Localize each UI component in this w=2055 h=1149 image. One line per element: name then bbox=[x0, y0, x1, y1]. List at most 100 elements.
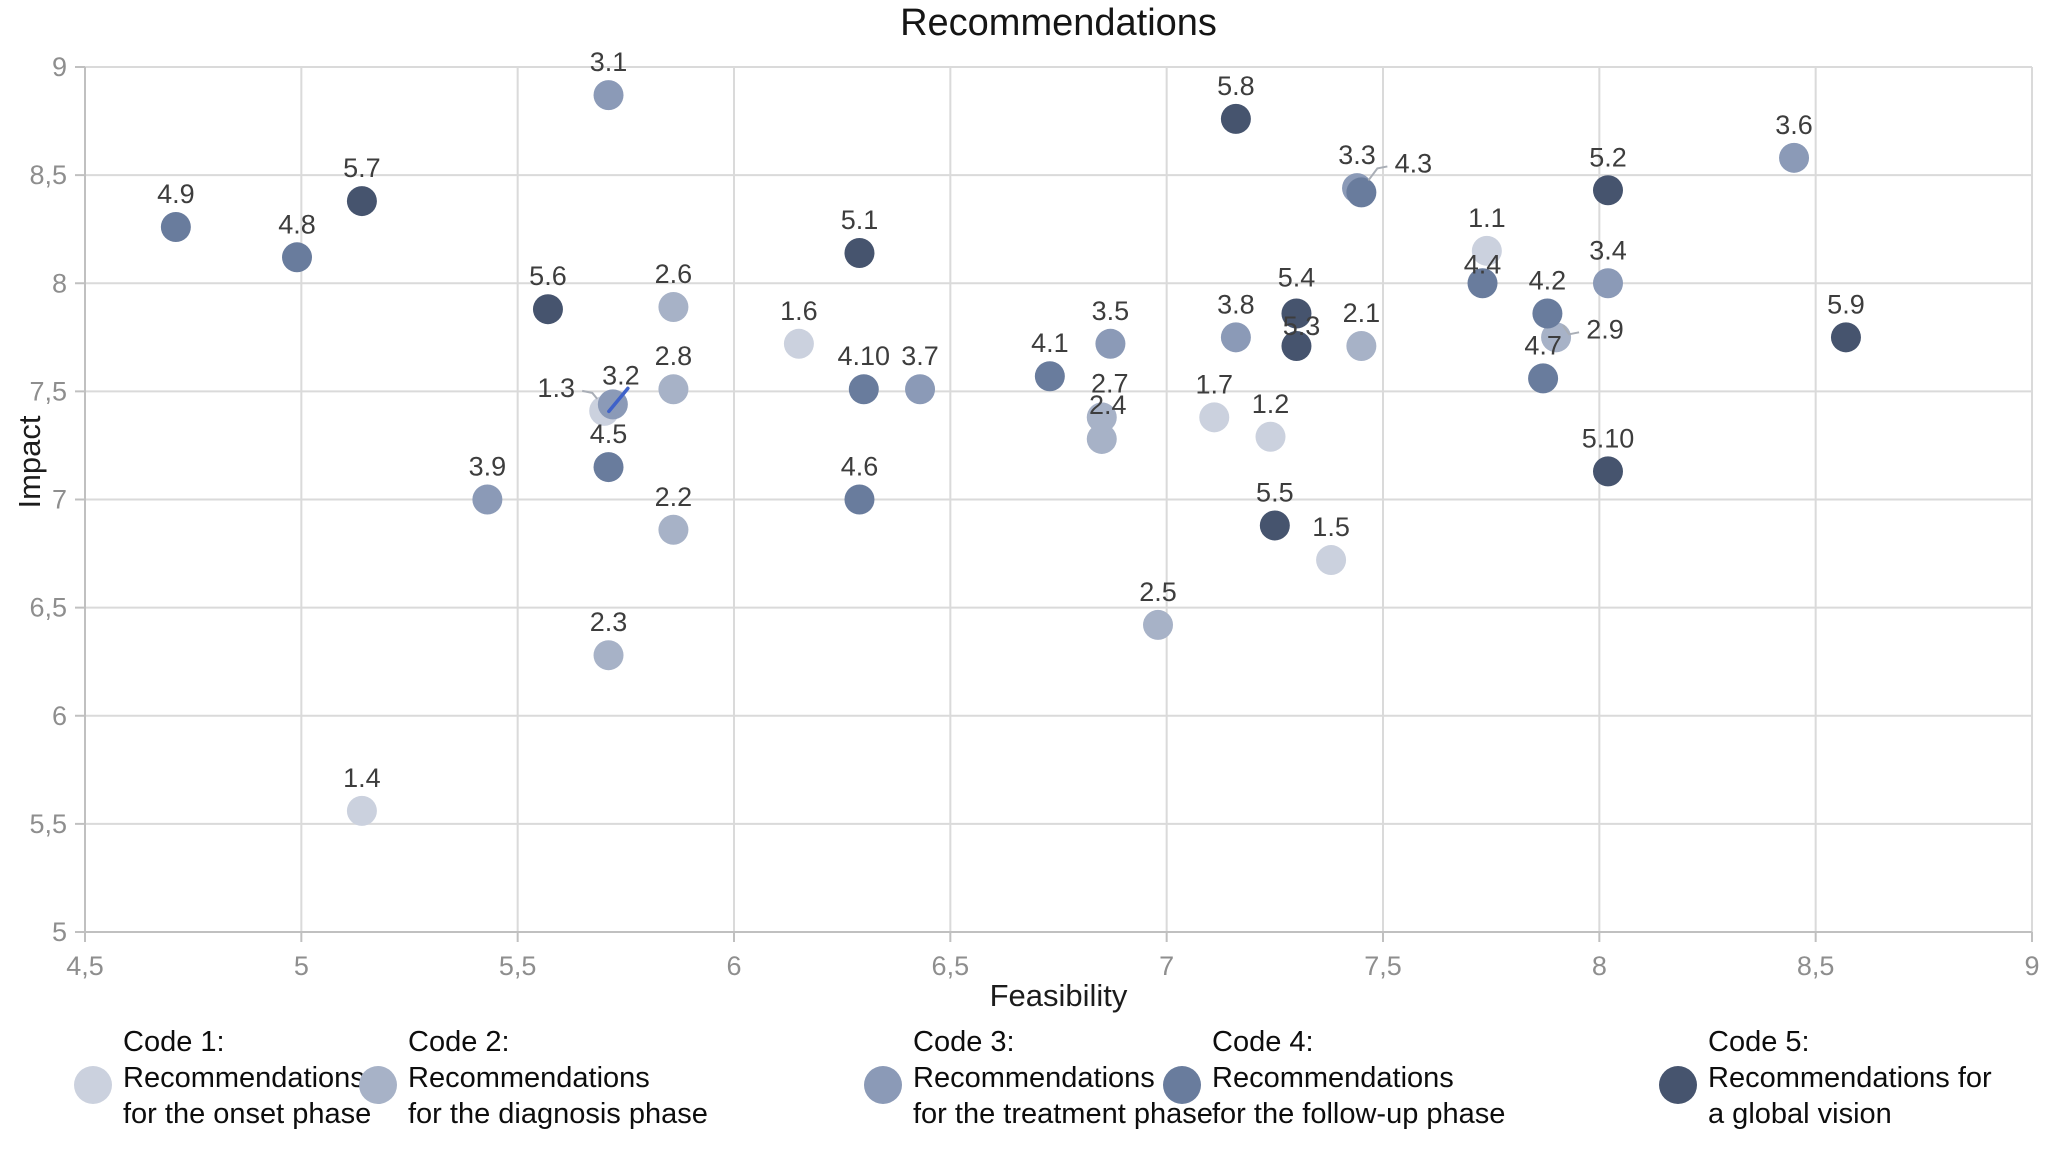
data-point-2.8 bbox=[658, 374, 689, 405]
data-point-4.6 bbox=[844, 484, 875, 515]
scatter-plot: 4,5 5 5,5 6 6,5 7 7,5 8 8,5 9 9 8,5 8 7,5 7 6,5 6 5,5 5 1.3… bbox=[29, 47, 2039, 981]
data-point-2.5 bbox=[1143, 609, 1174, 640]
point-label-2.8: 2.8 bbox=[655, 341, 693, 371]
point-label-4.9: 4.9 bbox=[157, 179, 195, 209]
data-point-2.3 bbox=[593, 640, 624, 671]
data-point-5.4 bbox=[1281, 298, 1312, 329]
data-point-3.1 bbox=[593, 80, 624, 111]
data-point-4.4 bbox=[1467, 268, 1498, 299]
point-label-1.1: 1.1 bbox=[1468, 203, 1506, 233]
point-label-4.7: 4.7 bbox=[1524, 330, 1562, 360]
point-label-2.6: 2.6 bbox=[655, 259, 693, 289]
chart-title: Recommendations bbox=[900, 2, 1217, 44]
legend-swatch-code-5 bbox=[1659, 1066, 1697, 1104]
point-label-2.5: 2.5 bbox=[1139, 577, 1177, 607]
legend-label-code-4: Code 4: Recommendations for the follow-up … bbox=[1212, 1026, 1506, 1130]
svg-text:5: 5 bbox=[52, 917, 67, 947]
point-label-5.10: 5.10 bbox=[1582, 423, 1635, 453]
y-axis-title: Impact bbox=[12, 415, 47, 509]
data-point-2.7 bbox=[1086, 402, 1117, 433]
point-label-4.2: 4.2 bbox=[1529, 266, 1567, 296]
data-point-3.9 bbox=[472, 484, 503, 515]
legend-item-code-1: Code 1: Recommendations for the onset phas… bbox=[74, 1024, 371, 1132]
point-label-2.9: 2.9 bbox=[1586, 314, 1624, 344]
svg-text:7,5: 7,5 bbox=[29, 376, 67, 406]
point-label-5.6: 5.6 bbox=[529, 261, 567, 291]
legend-swatch-code-2 bbox=[359, 1066, 397, 1104]
data-point-3.8 bbox=[1220, 322, 1251, 353]
legend-label-code-3: Code 3: Recommendations for the treatment … bbox=[913, 1026, 1213, 1130]
data-point-4.3 bbox=[1346, 177, 1377, 208]
point-label-5.8: 5.8 bbox=[1217, 71, 1255, 101]
point-label-5.1: 5.1 bbox=[841, 205, 879, 235]
point-label-1.7: 1.7 bbox=[1195, 369, 1233, 399]
data-point-1.6 bbox=[783, 328, 814, 359]
point-label-1.5: 1.5 bbox=[1312, 512, 1350, 542]
point-label-2.2: 2.2 bbox=[655, 482, 693, 512]
legend-swatch-code-3 bbox=[864, 1066, 902, 1104]
svg-text:7,5: 7,5 bbox=[1364, 951, 1402, 981]
svg-text:5,5: 5,5 bbox=[499, 951, 537, 981]
legend-item-code-3: Code 3: Recommendations for the treatment … bbox=[864, 1024, 1213, 1132]
svg-text:6,5: 6,5 bbox=[932, 951, 970, 981]
legend-item-code-5: Code 5: Recommendations for a global visio… bbox=[1659, 1024, 1992, 1132]
data-point-5.7 bbox=[346, 186, 377, 217]
svg-text:8,5: 8,5 bbox=[1797, 951, 1835, 981]
data-point-1.5 bbox=[1316, 545, 1347, 576]
point-label-4.8: 4.8 bbox=[278, 209, 316, 239]
data-point-5.1 bbox=[844, 237, 875, 268]
data-point-4.9 bbox=[160, 212, 191, 243]
legend-swatch-code-4 bbox=[1163, 1066, 1201, 1104]
svg-text:8: 8 bbox=[52, 268, 67, 298]
point-label-3.7: 3.7 bbox=[901, 341, 939, 371]
svg-text:6: 6 bbox=[726, 951, 741, 981]
point-label-3.6: 3.6 bbox=[1775, 110, 1813, 140]
point-label-2.7: 2.7 bbox=[1091, 368, 1129, 398]
legend-item-code-4: Code 4: Recommendations for the follow-up … bbox=[1163, 1024, 1505, 1132]
data-point-3.7 bbox=[905, 374, 936, 405]
point-label-4.3: 4.3 bbox=[1395, 148, 1433, 178]
data-point-2.9 bbox=[1541, 322, 1572, 353]
point-label-5.5: 5.5 bbox=[1256, 477, 1294, 507]
legend-label-code-1: Code 1: Recommendations for the onset phas… bbox=[123, 1026, 372, 1130]
data-point-1.4 bbox=[346, 795, 377, 826]
data-point-4.2 bbox=[1532, 298, 1563, 329]
data-point-5.5 bbox=[1259, 510, 1290, 541]
legend-label-code-5: Code 5: Recommendations for a global visio… bbox=[1708, 1026, 1992, 1130]
data-point-5.2 bbox=[1592, 175, 1623, 206]
data-point-2.2 bbox=[658, 514, 689, 545]
svg-text:7: 7 bbox=[52, 485, 67, 515]
point-label-5.9: 5.9 bbox=[1827, 289, 1865, 319]
svg-text:6: 6 bbox=[52, 701, 67, 731]
point-label-1.2: 1.2 bbox=[1252, 389, 1290, 419]
point-label-1.4: 1.4 bbox=[343, 763, 381, 793]
data-point-3.4 bbox=[1592, 268, 1623, 299]
point-label-3.3: 3.3 bbox=[1338, 140, 1376, 170]
point-label-2.4: 2.4 bbox=[1089, 390, 1127, 420]
point-label-4.1: 4.1 bbox=[1031, 328, 1069, 358]
data-point-4.8 bbox=[282, 242, 313, 273]
svg-text:5,5: 5,5 bbox=[29, 809, 67, 839]
point-label-1.6: 1.6 bbox=[780, 296, 818, 326]
svg-text:8,5: 8,5 bbox=[29, 160, 67, 190]
data-point-1.7 bbox=[1199, 402, 1230, 433]
point-label-4.10: 4.10 bbox=[838, 341, 891, 371]
svg-text:9: 9 bbox=[52, 52, 67, 82]
data-point-2.6 bbox=[658, 292, 689, 323]
data-point-2.1 bbox=[1346, 330, 1377, 361]
svg-text:6,5: 6,5 bbox=[29, 593, 67, 623]
point-label-3.5: 3.5 bbox=[1092, 296, 1130, 326]
data-point-5.9 bbox=[1830, 322, 1861, 353]
legend-item-code-2: Code 2: Recommendations for the diagnosis … bbox=[359, 1024, 708, 1132]
point-label-4.5: 4.5 bbox=[590, 419, 628, 449]
point-label-2.1: 2.1 bbox=[1343, 298, 1381, 328]
point-label-3.4: 3.4 bbox=[1589, 235, 1627, 265]
point-label-5.7: 5.7 bbox=[343, 153, 381, 183]
data-point-2.4 bbox=[1086, 423, 1117, 454]
data-point-4.1 bbox=[1034, 361, 1065, 392]
point-label-5.4: 5.4 bbox=[1278, 263, 1316, 293]
point-label-4.6: 4.6 bbox=[841, 452, 879, 482]
data-point-1.2 bbox=[1255, 421, 1286, 452]
point-label-3.1: 3.1 bbox=[590, 47, 628, 77]
data-point-4.10 bbox=[848, 374, 879, 405]
